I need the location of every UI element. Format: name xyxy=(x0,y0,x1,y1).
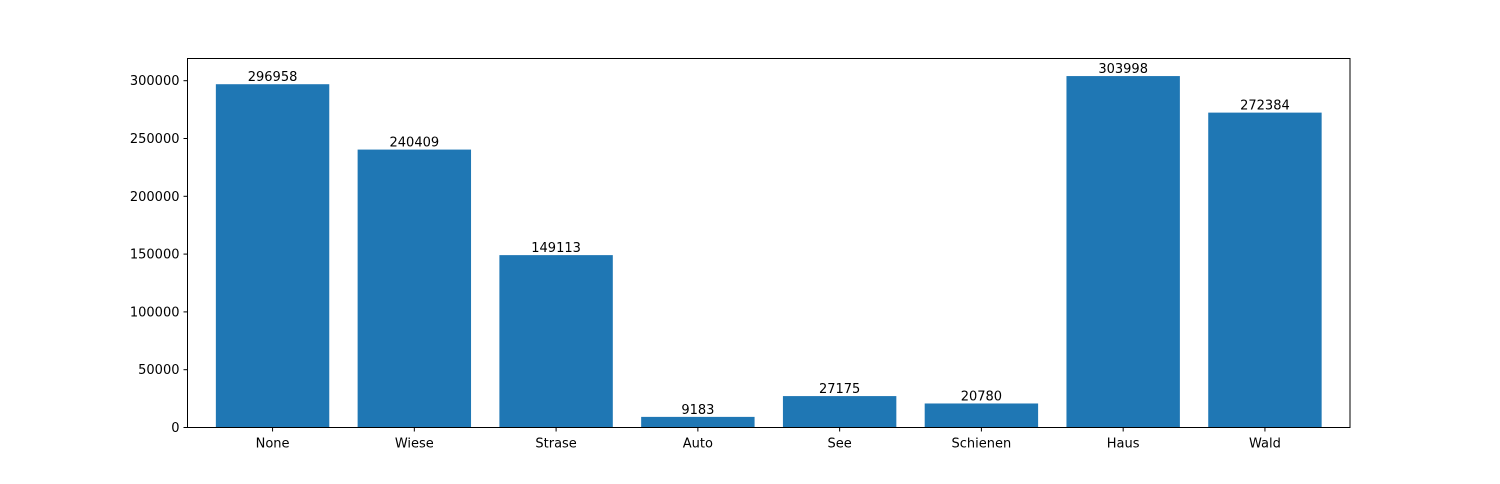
bar-strase xyxy=(499,255,613,428)
bar-value-label: 296958 xyxy=(248,70,298,85)
x-tick-label: Strase xyxy=(535,437,576,452)
y-tick-label: 200000 xyxy=(130,190,180,205)
x-tick-label: Haus xyxy=(1107,437,1140,452)
bar-value-label: 20780 xyxy=(961,389,1002,404)
y-tick-label: 250000 xyxy=(130,132,180,147)
bar-wiese xyxy=(357,149,472,428)
y-tick-label: 0 xyxy=(171,421,179,436)
y-tick-label: 100000 xyxy=(130,305,180,320)
x-tick-label: Wiese xyxy=(395,437,434,452)
y-tick-label: 300000 xyxy=(130,74,180,89)
bar-haus xyxy=(1066,76,1180,428)
y-tick-label: 50000 xyxy=(138,363,179,378)
y-axis: 0 50000 100000 150000 200000 250000 300000 xyxy=(130,74,188,436)
bar-labels-group: 296958 240409 149113 9183 27175 20780 303998 27… xyxy=(248,62,1290,418)
x-tick-label: See xyxy=(828,437,852,452)
bar-value-label: 240409 xyxy=(390,136,440,151)
bar-value-label: 149113 xyxy=(531,241,581,256)
bar-auto xyxy=(641,416,755,428)
bar-schienen xyxy=(924,403,1039,428)
x-tick-label: Schienen xyxy=(952,437,1012,452)
x-tick-label: None xyxy=(256,437,290,452)
bar-none xyxy=(215,84,330,428)
bar-value-label: 303998 xyxy=(1098,62,1148,77)
x-tick-label: Wald xyxy=(1249,437,1281,452)
x-axis: None Wiese Strase Auto See Schienen Haus Wald xyxy=(256,427,1281,452)
bar-value-label: 9183 xyxy=(681,403,714,418)
bars-group xyxy=(215,76,1322,428)
bar-value-label: 27175 xyxy=(819,382,860,397)
bar-see xyxy=(782,396,897,428)
y-tick-label: 150000 xyxy=(130,248,180,263)
bar-wald xyxy=(1208,112,1322,428)
bar-value-label: 272384 xyxy=(1240,99,1290,114)
plot-frame xyxy=(187,58,1351,428)
x-tick-label: Auto xyxy=(683,437,713,452)
